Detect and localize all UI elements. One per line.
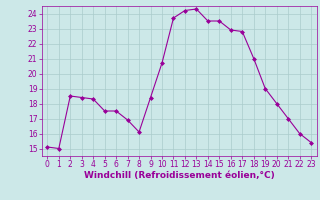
X-axis label: Windchill (Refroidissement éolien,°C): Windchill (Refroidissement éolien,°C) [84,171,275,180]
